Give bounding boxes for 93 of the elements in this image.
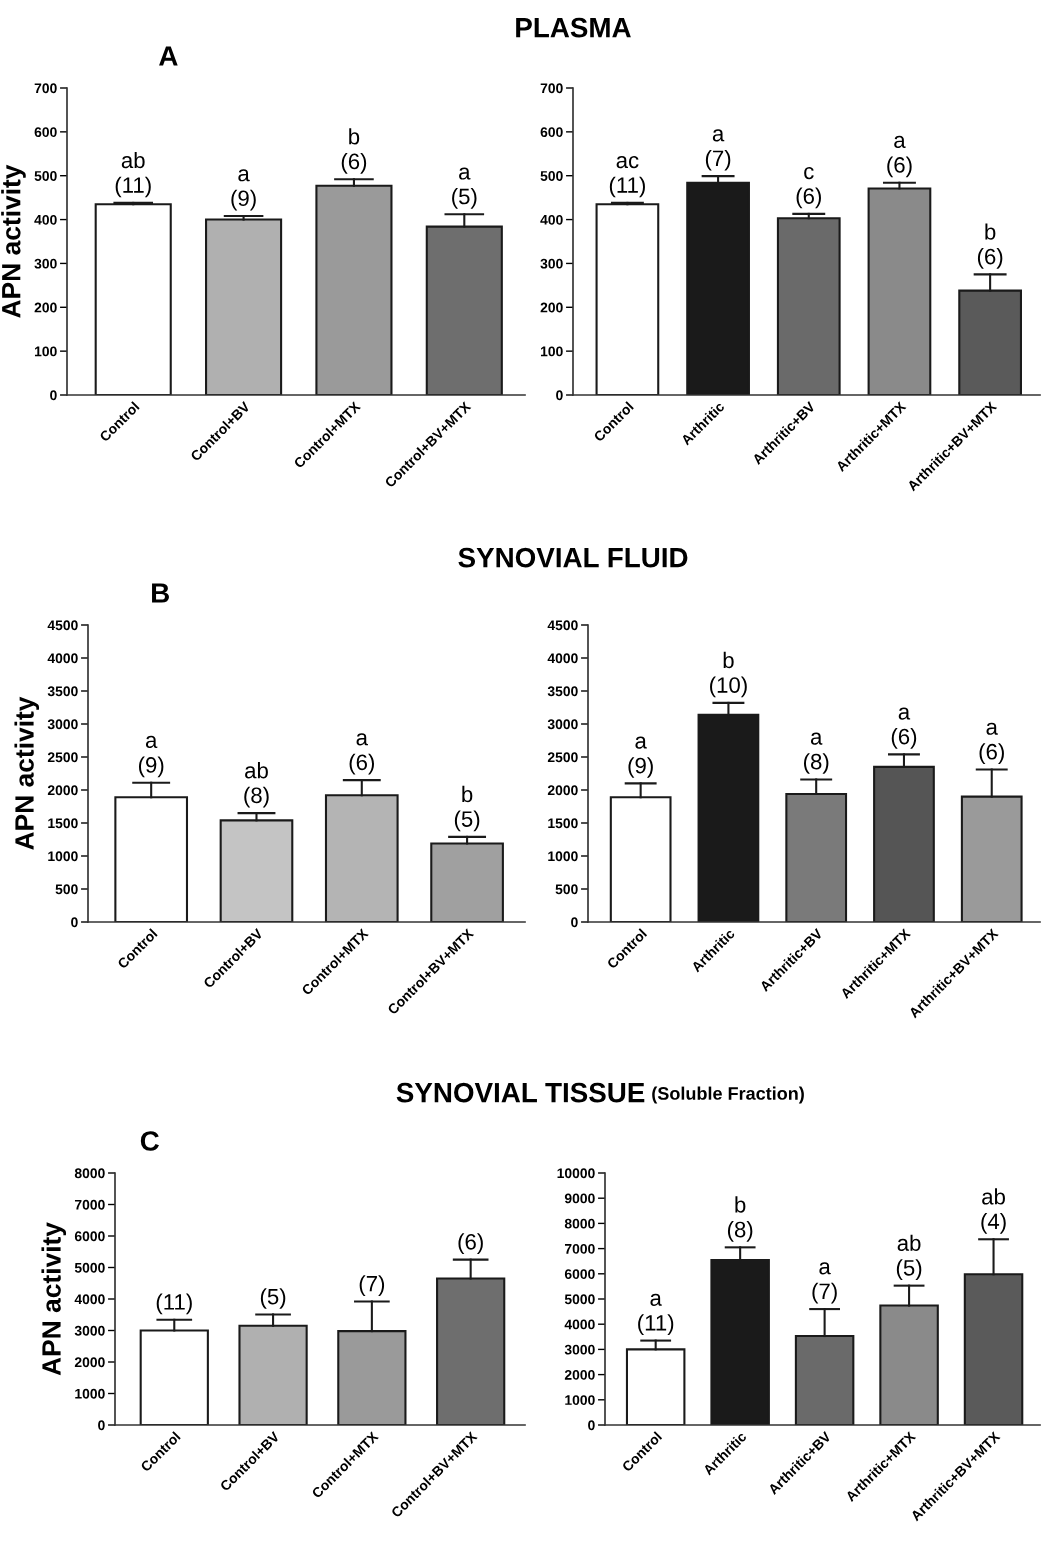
y-tick-label: 0	[50, 390, 57, 401]
y-tick-label: 700	[34, 83, 57, 94]
y-tick-label: 3500	[547, 686, 578, 697]
y-tick-label: 100	[540, 346, 563, 357]
annotation: ab (8)	[244, 762, 269, 808]
y-tick-label: 600	[540, 127, 563, 138]
y-tick-label: 0	[71, 917, 78, 928]
y-tick-label: 1000	[565, 1395, 595, 1405]
y-tick-label: 0	[98, 1420, 105, 1431]
chart-title: PLASMA	[516, 17, 631, 38]
y-tick-label: 1000	[75, 1388, 105, 1399]
annotation: b (5)	[454, 785, 480, 832]
y-axis-title: APN activity	[14, 696, 40, 850]
y-tick-label: 3000	[547, 719, 578, 730]
annotation: a (7)	[812, 1262, 837, 1304]
y-tick-label: 6000	[74, 1231, 105, 1242]
annotation: a (9)	[231, 169, 256, 211]
y-tick-label: 3500	[47, 686, 78, 697]
y-tick-label: 4000	[564, 1319, 595, 1330]
y-tick-label: 3000	[47, 719, 78, 730]
chart-title: SYNOVIAL TISSUE	[396, 1082, 645, 1103]
annotation: a (9)	[138, 735, 164, 778]
y-tick-label: 500	[55, 884, 78, 895]
y-tick-label: 1000	[48, 851, 78, 862]
annotation: ac (11)	[609, 156, 645, 198]
y-tick-label: 4000	[47, 653, 78, 664]
text: B	[152, 583, 169, 603]
chart-subtitle: (Soluble Fraction)	[652, 1086, 804, 1104]
annotation: (6)	[458, 1233, 483, 1255]
y-tick-label: 2500	[547, 752, 578, 763]
y-tick-label: 4000	[547, 653, 578, 664]
y-tick-label: 4500	[547, 620, 578, 631]
y-tick-label: 0	[588, 1420, 595, 1431]
y-tick-label: 100	[34, 346, 57, 357]
y-tick-label: 300	[540, 258, 563, 269]
annotation: a (6)	[887, 135, 912, 178]
y-tick-label: 0	[571, 917, 578, 928]
annotation: (7)	[359, 1275, 385, 1296]
y-tick-label: 1000	[548, 851, 578, 862]
annotation: a (11)	[638, 1293, 674, 1336]
annotation: ab (5)	[896, 1234, 922, 1281]
annotation: ab (11)	[115, 151, 151, 198]
annotation: a (7)	[705, 129, 731, 171]
y-tick-label: 400	[34, 214, 57, 225]
y-tick-label: 0	[556, 390, 563, 401]
annotation: ab (4)	[981, 1188, 1006, 1234]
y-tick-label: 8000	[74, 1168, 105, 1179]
y-tick-label: 1500	[548, 818, 578, 829]
y-tick-label: 7000	[74, 1199, 105, 1210]
annotation: c (6)	[796, 167, 821, 209]
annotation: a (5)	[452, 167, 477, 209]
y-tick-label: 700	[540, 83, 563, 94]
annotation: a (6)	[891, 707, 917, 749]
y-tick-label: 3000	[74, 1325, 105, 1336]
y-axis-title: APN activity	[41, 1222, 67, 1376]
annotation: a (6)	[979, 722, 1004, 764]
y-tick-label: 2000	[74, 1357, 105, 1368]
y-tick-label: 10000	[557, 1168, 595, 1179]
y-tick-label: 2000	[47, 785, 78, 796]
annotation: (11)	[156, 1293, 192, 1315]
annotation: b (6)	[341, 128, 367, 174]
y-tick-label: 500	[540, 171, 563, 181]
annotation: (5)	[260, 1288, 286, 1309]
y-tick-label: 7000	[564, 1243, 595, 1254]
y-tick-label: 2000	[547, 785, 578, 796]
text: C	[140, 1131, 159, 1151]
annotation: b (8)	[727, 1196, 753, 1242]
y-tick-label: 200	[34, 302, 57, 313]
text: A	[159, 46, 178, 66]
y-axis-title: APN activity	[1, 164, 26, 318]
y-tick-label: 2500	[47, 752, 78, 763]
chart-title: SYNOVIAL FLUID	[458, 547, 688, 568]
y-tick-label: 4000	[74, 1294, 105, 1305]
annotation: a (6)	[349, 733, 374, 775]
y-tick-label: 3000	[564, 1344, 595, 1355]
y-tick-label: 4500	[47, 620, 78, 631]
y-tick-label: 500	[34, 171, 57, 181]
y-tick-label: 200	[540, 302, 563, 313]
annotation: b (10)	[710, 651, 747, 698]
y-tick-label: 9000	[564, 1193, 595, 1204]
y-tick-label: 2000	[564, 1369, 595, 1380]
y-tick-label: 500	[555, 884, 578, 895]
y-tick-label: 5000	[564, 1294, 595, 1305]
annotation: b (6)	[977, 223, 1003, 269]
y-tick-label: 5000	[74, 1262, 105, 1273]
y-tick-label: 6000	[564, 1269, 595, 1279]
y-tick-label: 600	[34, 127, 57, 138]
annotation: a (9)	[628, 736, 653, 778]
y-tick-label: 300	[34, 258, 57, 269]
y-tick-label: 400	[540, 214, 563, 225]
y-tick-label: 1500	[48, 818, 78, 829]
y-tick-label: 8000	[564, 1218, 595, 1229]
annotation: a (8)	[803, 732, 829, 774]
